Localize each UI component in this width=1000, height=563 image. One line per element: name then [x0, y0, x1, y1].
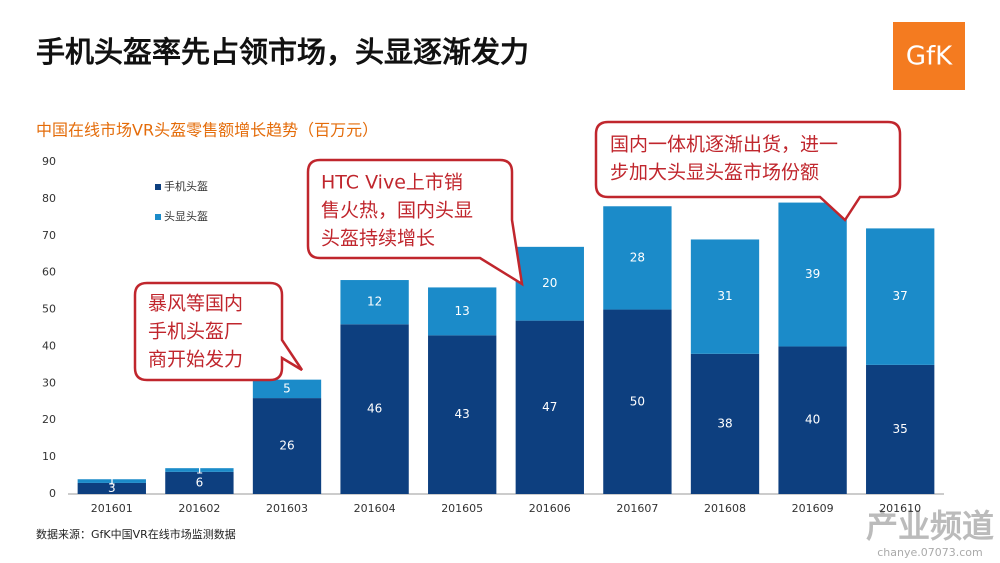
data-label: 1 — [108, 474, 116, 488]
data-label: 6 — [196, 475, 204, 489]
y-tick-label: 20 — [42, 413, 56, 426]
bar-segment — [866, 228, 935, 365]
bar-segment — [515, 320, 584, 494]
data-label: 20 — [542, 276, 557, 290]
x-tick-label: 201610 — [879, 502, 921, 515]
x-tick-label: 201608 — [704, 502, 746, 515]
data-label: 5 — [283, 381, 291, 395]
x-tick-label: 201601 — [91, 502, 133, 515]
legend-swatch — [155, 214, 161, 220]
callout-text: 步加大头显头盔市场份额 — [610, 162, 819, 184]
data-label: 1 — [196, 463, 204, 477]
bar-segment — [428, 287, 497, 336]
watermark-url: chanye.07073.com — [877, 546, 983, 559]
y-tick-label: 10 — [42, 450, 56, 463]
y-tick-label: 70 — [42, 229, 56, 242]
callout-text: HTC Vive上市销 — [321, 172, 463, 194]
bar-segment — [77, 479, 146, 483]
bar-segment — [165, 468, 234, 472]
data-label: 35 — [893, 422, 908, 436]
x-tick-label: 201604 — [354, 502, 396, 515]
bar-segment — [77, 482, 146, 494]
callout — [594, 120, 902, 222]
watermark-title: 产业频道 — [866, 507, 994, 545]
x-tick-label: 201609 — [792, 502, 834, 515]
bar-segment — [603, 206, 672, 310]
title: 手机头盔率先占领市场，头显逐渐发力 — [36, 35, 529, 69]
bar-segment — [515, 246, 584, 321]
bar-segment — [340, 280, 409, 325]
x-tick-label: 201603 — [266, 502, 308, 515]
bar-segment — [252, 398, 322, 494]
bar-segment — [252, 379, 322, 399]
y-tick-label: 30 — [42, 376, 56, 389]
callout — [306, 158, 524, 287]
data-label: 43 — [455, 407, 470, 421]
data-label: 31 — [717, 289, 732, 303]
bar-segment — [866, 364, 935, 494]
logo: GfK — [906, 42, 953, 72]
x-tick-label: 201606 — [529, 502, 571, 515]
bar-segment — [165, 471, 234, 494]
data-label: 46 — [367, 402, 382, 416]
legend-label: 头显头盔 — [164, 209, 208, 223]
callout-text: 国内一体机逐渐出货，进一 — [610, 134, 838, 156]
data-label: 38 — [717, 416, 732, 430]
bar-segment — [428, 335, 497, 494]
bar-segment — [778, 202, 847, 347]
data-label: 50 — [630, 394, 645, 408]
y-tick-label: 90 — [42, 155, 56, 168]
bar-segment — [340, 324, 409, 494]
legend-label: 手机头盔 — [164, 179, 208, 193]
y-tick-label: 0 — [49, 487, 56, 500]
data-label: 12 — [367, 295, 382, 309]
source: 数据来源：GfK中国VR在线市场监测数据 — [36, 527, 236, 541]
data-label: 13 — [455, 304, 470, 318]
bar-segment — [690, 239, 760, 354]
x-tick-label: 201607 — [616, 502, 658, 515]
x-tick-label: 201602 — [178, 502, 220, 515]
x-tick-label: 201605 — [441, 502, 483, 515]
legend-swatch — [155, 184, 161, 190]
callout — [133, 281, 304, 382]
y-tick-label: 60 — [42, 266, 56, 279]
bar-segment — [603, 309, 672, 494]
bar-segment — [778, 346, 847, 494]
bar-segment — [690, 353, 760, 494]
y-tick-label: 40 — [42, 339, 56, 352]
subtitle: 中国在线市场VR头盔零售额增长趋势（百万元） — [36, 121, 378, 140]
callout-text: 手机头盔厂 — [148, 321, 243, 343]
data-label: 37 — [893, 289, 908, 303]
data-label: 28 — [630, 250, 645, 264]
data-label: 40 — [805, 413, 820, 427]
callout-text: 售火热，国内头显 — [321, 200, 473, 222]
plot: 0102030405060708090201601312016026120160… — [42, 155, 944, 515]
callout-text: 商开始发力 — [148, 349, 243, 371]
data-label: 26 — [279, 439, 294, 453]
data-label: 47 — [542, 400, 557, 414]
y-tick-label: 80 — [42, 192, 56, 205]
logo-box — [893, 22, 965, 90]
data-label: 39 — [805, 267, 820, 281]
y-tick-label: 50 — [42, 303, 56, 316]
data-label: 3 — [108, 481, 116, 495]
callout-text: 暴风等国内 — [148, 293, 243, 315]
callout-text: 头盔持续增长 — [321, 228, 435, 250]
